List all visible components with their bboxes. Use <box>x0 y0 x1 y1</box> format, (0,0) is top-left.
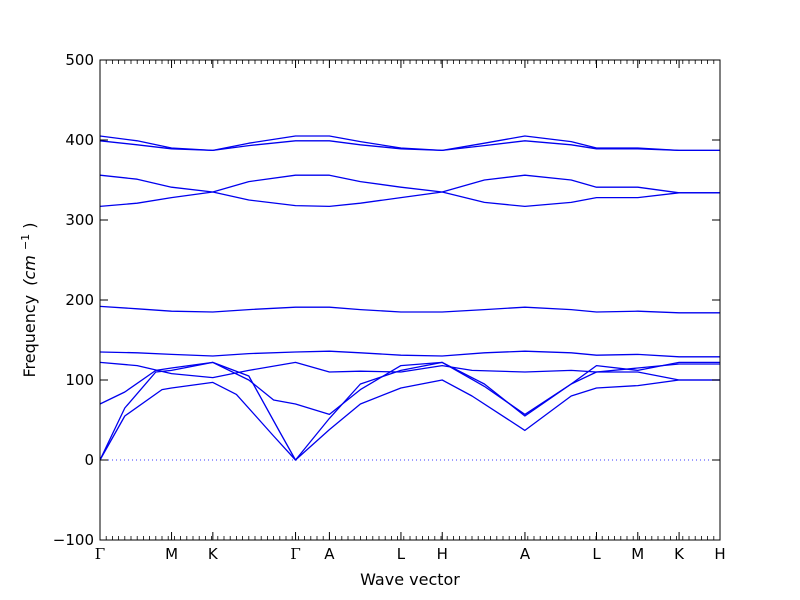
x-tick-label: Γ <box>290 545 300 563</box>
axes: Γ M K Γ A L H A L M K H −100 0 100 200 300 400 500 <box>53 51 726 563</box>
x-tick-label: L <box>397 545 406 563</box>
y-axis-label-text: Frequency <box>20 295 39 378</box>
plot-area <box>99 135 720 461</box>
x-tick-label: H <box>437 545 448 563</box>
branch-line-4 <box>99 361 720 381</box>
branch-line-5 <box>99 350 720 358</box>
x-tick-label: M <box>631 545 644 563</box>
x-tick-label: K <box>208 545 219 563</box>
x-tick-label: A <box>324 545 335 563</box>
x-tick-label: M <box>165 545 178 563</box>
x-tick-label: H <box>714 545 725 563</box>
branch-line-6 <box>99 305 720 314</box>
branch-line-3 <box>99 361 720 416</box>
y-tick-label: 300 <box>65 211 94 229</box>
x-axis-label: Wave vector <box>360 570 460 589</box>
y-tick-label: 100 <box>65 371 94 389</box>
y-tick-label: −100 <box>53 531 94 549</box>
branch-line-7 <box>99 174 720 208</box>
y-axis-label: Frequency (cm −1 ) <box>14 222 39 377</box>
y-axis-label-unit: (cm <box>20 255 39 286</box>
x-tick-label: A <box>520 545 531 563</box>
y-tick-label: 400 <box>65 131 94 149</box>
y-tick-label: 0 <box>84 451 94 469</box>
y-axis-label-exponent: −1 <box>19 234 32 250</box>
x-tick-label: K <box>674 545 685 563</box>
branch-line-8 <box>99 174 720 208</box>
x-tick-label: Γ <box>95 545 105 563</box>
y-tick-label: 200 <box>65 291 94 309</box>
y-axis-label-close: ) <box>20 222 39 228</box>
branch-line-1 <box>99 379 720 461</box>
branch-line-10 <box>99 135 720 152</box>
y-tick-label: 500 <box>65 51 94 69</box>
x-tick-label: L <box>592 545 601 563</box>
